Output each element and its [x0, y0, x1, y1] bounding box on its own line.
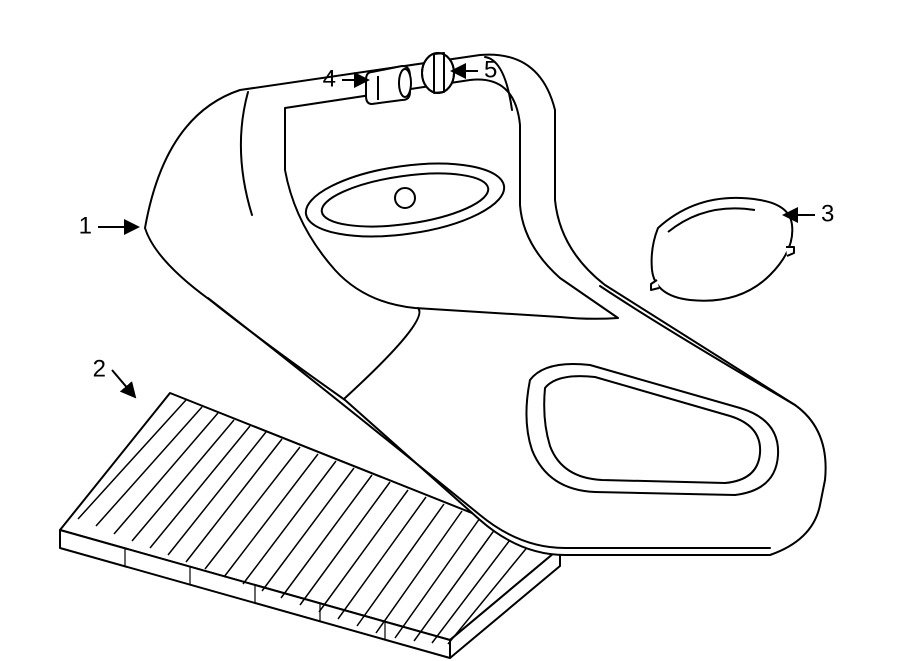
- callout-label-2: 2: [93, 355, 106, 382]
- callout-label-3: 3: [821, 200, 834, 227]
- part-knob: [422, 53, 454, 93]
- parts-diagram: 1 2 3 4 5: [0, 0, 900, 661]
- callout-label-5: 5: [484, 56, 497, 83]
- callout-label-1: 1: [79, 212, 92, 239]
- part-access-cover: [651, 198, 794, 301]
- part-socket: [366, 66, 411, 104]
- callout-leader-2: [112, 370, 135, 397]
- callout-label-4: 4: [323, 65, 336, 92]
